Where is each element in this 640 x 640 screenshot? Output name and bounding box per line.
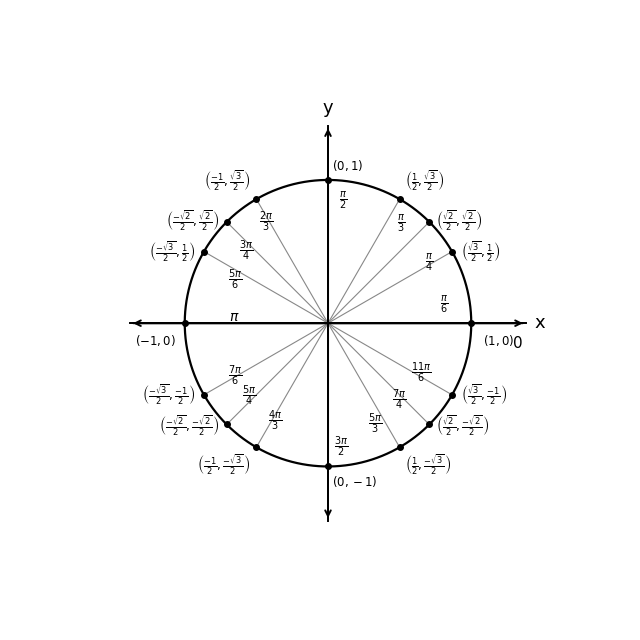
Text: $\left(\frac{-\sqrt{3}}{2},\frac{1}{2}\right)$: $\left(\frac{-\sqrt{3}}{2},\frac{1}{2}\r… bbox=[149, 239, 195, 264]
Text: $(0,1)$: $(0,1)$ bbox=[332, 158, 364, 173]
Text: $(-1,0)$: $(-1,0)$ bbox=[135, 333, 176, 348]
Text: $\frac{11\pi}{6}$: $\frac{11\pi}{6}$ bbox=[411, 360, 431, 385]
Text: $\left(\frac{\sqrt{2}}{2},\frac{-\sqrt{2}}{2}\right)$: $\left(\frac{\sqrt{2}}{2},\frac{-\sqrt{2… bbox=[436, 414, 490, 438]
Text: $\frac{\pi}{4}$: $\frac{\pi}{4}$ bbox=[426, 252, 433, 273]
Text: $\frac{\pi}{3}$: $\frac{\pi}{3}$ bbox=[397, 212, 405, 234]
Text: 0: 0 bbox=[513, 336, 523, 351]
Text: $\frac{\pi}{2}$: $\frac{\pi}{2}$ bbox=[339, 189, 348, 211]
Text: $\left(\frac{\sqrt{3}}{2},\frac{-1}{2}\right)$: $\left(\frac{\sqrt{3}}{2},\frac{-1}{2}\r… bbox=[461, 383, 507, 407]
Text: $\left(\frac{-\sqrt{2}}{2},\frac{-\sqrt{2}}{2}\right)$: $\left(\frac{-\sqrt{2}}{2},\frac{-\sqrt{… bbox=[159, 414, 220, 438]
Text: $\pi$: $\pi$ bbox=[228, 310, 239, 324]
Text: $\left(\frac{1}{2},\frac{-\sqrt{3}}{2}\right)$: $\left(\frac{1}{2},\frac{-\sqrt{3}}{2}\r… bbox=[405, 453, 452, 477]
Text: $\frac{5\pi}{6}$: $\frac{5\pi}{6}$ bbox=[228, 268, 242, 292]
Text: $(0,-1)$: $(0,-1)$ bbox=[332, 474, 378, 488]
Text: $\frac{7\pi}{4}$: $\frac{7\pi}{4}$ bbox=[392, 388, 406, 412]
Text: $\frac{5\pi}{4}$: $\frac{5\pi}{4}$ bbox=[242, 383, 257, 408]
Text: $\frac{7\pi}{6}$: $\frac{7\pi}{6}$ bbox=[228, 364, 242, 388]
Text: $\left(\frac{-\sqrt{2}}{2},\frac{\sqrt{2}}{2}\right)$: $\left(\frac{-\sqrt{2}}{2},\frac{\sqrt{2… bbox=[166, 209, 220, 232]
Text: $\frac{5\pi}{3}$: $\frac{5\pi}{3}$ bbox=[368, 412, 382, 436]
Text: $\left(\frac{\sqrt{3}}{2},\frac{1}{2}\right)$: $\left(\frac{\sqrt{3}}{2},\frac{1}{2}\ri… bbox=[461, 239, 500, 264]
Text: $(1,0)$: $(1,0)$ bbox=[483, 333, 514, 348]
Text: $\left(\frac{1}{2},\frac{\sqrt{3}}{2}\right)$: $\left(\frac{1}{2},\frac{\sqrt{3}}{2}\ri… bbox=[405, 169, 445, 193]
Text: $\frac{\pi}{6}$: $\frac{\pi}{6}$ bbox=[440, 293, 448, 315]
Text: $\frac{3\pi}{2}$: $\frac{3\pi}{2}$ bbox=[333, 435, 348, 460]
Text: y: y bbox=[323, 99, 333, 117]
Text: $\left(\frac{-\sqrt{3}}{2},\frac{-1}{2}\right)$: $\left(\frac{-\sqrt{3}}{2},\frac{-1}{2}\… bbox=[142, 383, 195, 407]
Text: x: x bbox=[534, 314, 545, 332]
Text: $\frac{2\pi}{3}$: $\frac{2\pi}{3}$ bbox=[259, 210, 273, 234]
Text: $\left(\frac{\sqrt{2}}{2},\frac{\sqrt{2}}{2}\right)$: $\left(\frac{\sqrt{2}}{2},\frac{\sqrt{2}… bbox=[436, 209, 483, 232]
Text: $\left(\frac{-1}{2},\frac{-\sqrt{3}}{2}\right)$: $\left(\frac{-1}{2},\frac{-\sqrt{3}}{2}\… bbox=[198, 453, 251, 477]
Text: $\frac{3\pi}{4}$: $\frac{3\pi}{4}$ bbox=[239, 239, 253, 263]
Text: $\left(\frac{-1}{2},\frac{\sqrt{3}}{2}\right)$: $\left(\frac{-1}{2},\frac{\sqrt{3}}{2}\r… bbox=[204, 169, 251, 193]
Text: $\frac{4\pi}{3}$: $\frac{4\pi}{3}$ bbox=[268, 409, 282, 433]
